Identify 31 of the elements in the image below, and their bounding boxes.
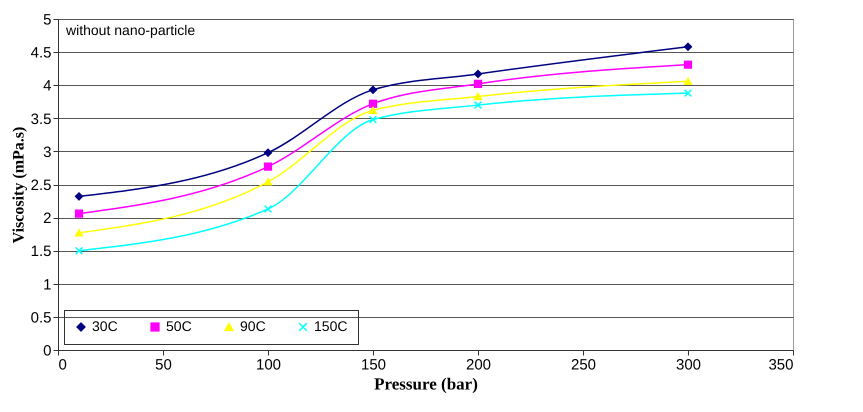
y-tick-label: 3	[43, 144, 52, 161]
point	[264, 204, 272, 214]
x-tick-label: 0	[58, 356, 67, 374]
point	[74, 246, 84, 255]
x-tick-label: 150	[360, 356, 386, 374]
point	[368, 116, 378, 124]
legend-label: 50C	[166, 318, 192, 334]
x-tick-label: 200	[466, 356, 492, 374]
y-tick-label: 3.5	[30, 110, 52, 128]
y-tick-label: 1.5	[30, 243, 52, 260]
y-tick-label: 0	[43, 342, 52, 360]
legend-label: 150C	[314, 318, 348, 334]
y-tick-label: 1	[43, 276, 52, 294]
annotation: without nano-particle	[65, 22, 196, 38]
x-tick-label: 350	[768, 356, 794, 374]
x-tick-label: 50	[155, 356, 172, 374]
x-axis-title: Pressure (bar)	[374, 374, 478, 394]
y-tick-label: 5	[43, 12, 52, 28]
y-tick-label: 4	[43, 78, 52, 95]
legend-label: 30C	[92, 318, 118, 334]
x-tick-label: 100	[256, 356, 282, 374]
x-tick-label: 300	[676, 356, 702, 374]
point	[474, 100, 482, 110]
y-tick-label: 0.5	[30, 309, 52, 326]
point	[684, 89, 692, 98]
x-tick-label: 250	[570, 356, 596, 374]
y-tick-label: 2.5	[30, 177, 52, 194]
legend-label: 90C	[240, 318, 266, 334]
y-axis-title: Viscosity (mPa.s)	[10, 126, 28, 244]
y-tick-label: 4.5	[30, 44, 52, 62]
y-tick-label: 2	[43, 210, 52, 228]
